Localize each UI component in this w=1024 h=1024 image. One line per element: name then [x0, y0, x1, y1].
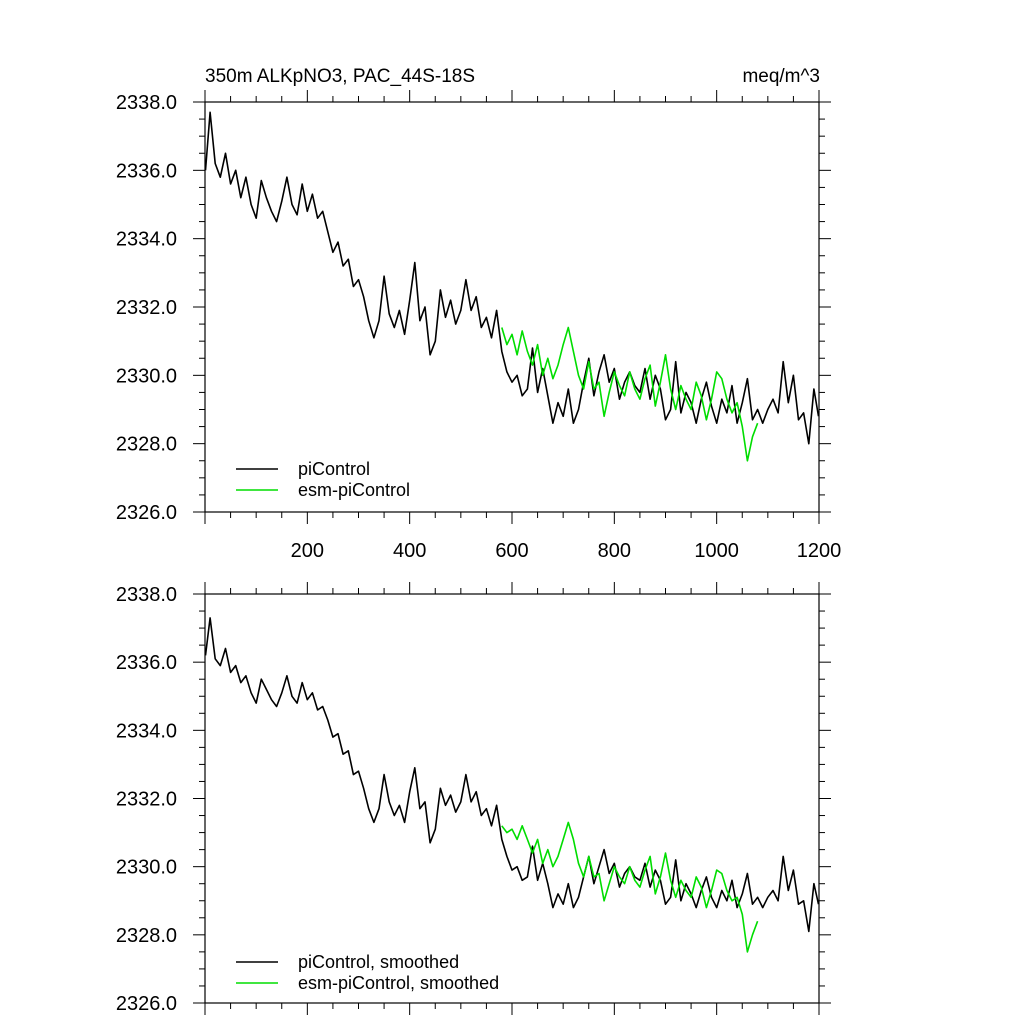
y-tick-label: 2334.0	[116, 720, 177, 742]
x-tick-label: 1200	[797, 540, 842, 562]
y-tick-label: 2338.0	[116, 92, 177, 114]
x-tick-label: 400	[393, 540, 426, 562]
y-tick-label: 2338.0	[116, 584, 177, 606]
x-tick-label: 800	[598, 540, 631, 562]
y-tick-label: 2332.0	[116, 297, 177, 319]
y-tick-label: 2330.0	[116, 365, 177, 387]
series-line	[501, 821, 759, 953]
y-tick-label: 2326.0	[116, 993, 177, 1015]
x-tick-label: 200	[291, 540, 324, 562]
bottom-panel: 2326.0 2328.0 2330.0 2332.0 2334.0 2336.0 2338…	[116, 582, 831, 1015]
legend-entry: esm-piControl, smoothed	[298, 973, 499, 993]
legend-entry: piControl, smoothed	[298, 952, 459, 972]
y-tick-label: 2336.0	[116, 652, 177, 674]
y-tick-label: 2326.0	[116, 502, 177, 524]
top-panel: 2326.0 2328.0 2330.0 2332.0 2334.0 2336.0 2338…	[116, 90, 841, 562]
y-tick-label: 2328.0	[116, 434, 177, 456]
y-tick-label: 2330.0	[116, 857, 177, 879]
y-tick-label: 2332.0	[116, 789, 177, 811]
x-tick-label: 1000	[694, 540, 739, 562]
series-line	[204, 111, 820, 445]
y-tick-label: 2334.0	[116, 229, 177, 251]
legend-entry: piControl	[298, 459, 370, 479]
chart-title: 350m ALKpNO3, PAC_44S-18S	[205, 66, 475, 87]
x-tick-label: 600	[495, 540, 528, 562]
plot-frame	[204, 101, 820, 513]
plot-frame	[204, 593, 820, 1004]
units-label: meq/m^3	[742, 66, 820, 87]
series-line	[204, 617, 820, 933]
legend-entry: esm-piControl	[298, 480, 410, 500]
y-tick-label: 2328.0	[116, 925, 177, 947]
series-line	[501, 326, 759, 462]
y-tick-label: 2336.0	[116, 160, 177, 182]
